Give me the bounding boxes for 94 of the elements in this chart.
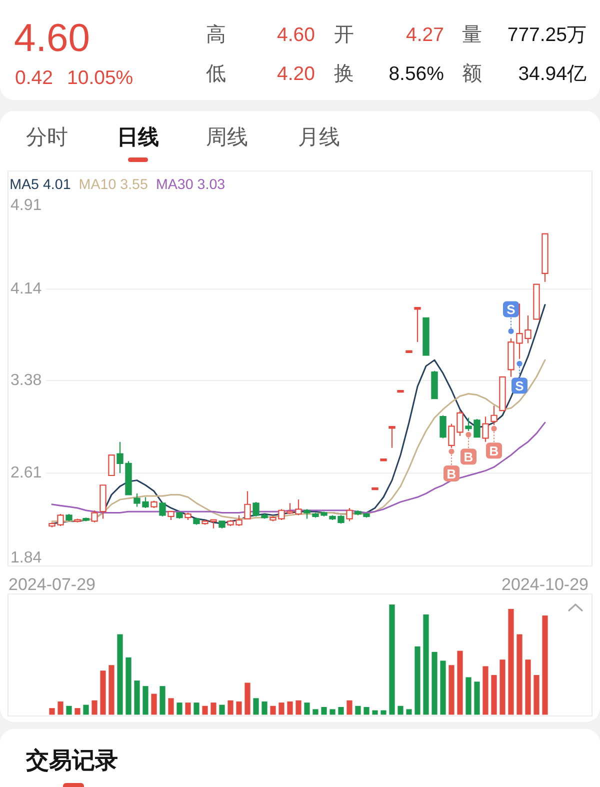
x-tick-label: 2024-10-29 [502, 575, 588, 594]
bar [466, 677, 472, 715]
bar [321, 706, 327, 715]
bar [270, 706, 276, 715]
bar [500, 660, 506, 715]
text: 4.20 [277, 63, 316, 85]
bar [74, 708, 80, 715]
bar [525, 660, 531, 715]
bar [194, 702, 200, 715]
text: 周线 [206, 126, 248, 149]
text: 777.25万 [507, 24, 587, 46]
text: 低 [206, 63, 226, 85]
bar [406, 709, 412, 715]
data-label: B [464, 450, 474, 465]
bar [117, 634, 123, 715]
bar [134, 680, 140, 715]
bar [355, 706, 361, 715]
data-label: B [489, 444, 499, 459]
bar [414, 646, 420, 715]
y-tick-label: 1.84 [10, 550, 42, 567]
bar [278, 702, 284, 715]
bar [398, 706, 404, 715]
bar [176, 702, 182, 715]
bar [160, 686, 166, 715]
bar [491, 675, 497, 715]
text: 4.60 [277, 24, 316, 46]
text: 交易记录 [25, 747, 118, 773]
bar [432, 652, 438, 715]
text: 8.56% [388, 63, 444, 85]
y-tick-label: 2.61 [10, 464, 42, 482]
bar [389, 604, 395, 715]
text: 4.27 [406, 24, 444, 46]
text: 分时 [26, 126, 68, 149]
bar [142, 686, 148, 715]
bar [108, 665, 114, 715]
bar [448, 665, 454, 715]
text: 日线 [117, 126, 159, 149]
bar [58, 701, 64, 715]
text: 高 [206, 23, 226, 46]
bar [380, 710, 386, 715]
bar [534, 675, 540, 715]
text: MA10 3.55 [78, 177, 148, 193]
text: 换 [334, 63, 354, 85]
bar [482, 666, 488, 715]
text: 0.42 [15, 67, 53, 89]
bar [457, 650, 463, 715]
bar [423, 614, 429, 715]
bar [185, 702, 191, 715]
bar [346, 700, 352, 715]
text: 34.94亿 [518, 63, 587, 85]
text: 量 [462, 24, 482, 46]
bar [126, 657, 132, 715]
bar [440, 660, 446, 715]
bar [474, 682, 480, 715]
x-tick-label: 2024-07-29 [8, 575, 96, 594]
bar [100, 670, 106, 715]
bar [338, 706, 344, 715]
data-label: B [446, 466, 456, 482]
text: MA5 4.01 [10, 177, 71, 193]
bar [372, 710, 378, 715]
bar [210, 702, 216, 715]
bar [304, 702, 310, 715]
bar [262, 701, 268, 715]
bar [83, 704, 89, 715]
bar [542, 616, 548, 715]
y-tick-label: 4.14 [10, 280, 42, 298]
bar [236, 701, 242, 715]
data-label: S [515, 378, 524, 394]
text: 开 [334, 24, 354, 46]
bar [92, 700, 98, 715]
bar [66, 706, 72, 715]
text: 额 [462, 63, 482, 85]
bar [168, 698, 174, 715]
bar [151, 694, 157, 715]
bar [253, 698, 259, 715]
bar [364, 706, 370, 715]
text: 4.60 [14, 17, 90, 60]
bar [219, 704, 225, 715]
data-label: S [506, 302, 516, 318]
text: MA30 3.03 [156, 177, 226, 193]
bar [244, 682, 250, 715]
bar [508, 608, 514, 715]
text: 10.05% [67, 67, 134, 89]
bar [228, 700, 234, 715]
text: 月线 [298, 126, 340, 149]
bar [202, 706, 208, 715]
bar [49, 708, 55, 715]
bar [516, 634, 522, 715]
bar [287, 701, 293, 715]
y-tick-label: 3.38 [10, 372, 42, 389]
bar [296, 700, 302, 715]
bar [312, 709, 318, 715]
y-tick-label: 4.91 [10, 196, 42, 214]
bar [330, 709, 336, 715]
